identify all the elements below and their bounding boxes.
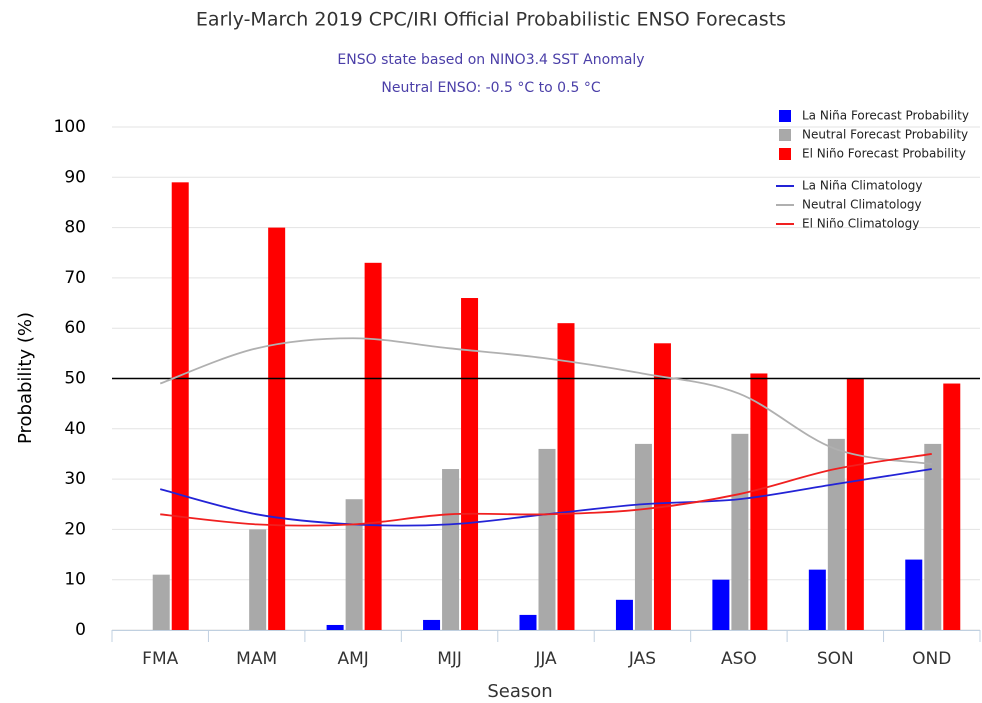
x-tick-label: SON (817, 649, 854, 669)
bar (461, 298, 479, 630)
bar (557, 323, 575, 630)
y-axis-title: Probability (%) (15, 312, 36, 444)
chart-title: Early-March 2019 CPC/IRI Official Probab… (196, 9, 786, 31)
x-tick-label: AMJ (337, 649, 368, 669)
y-tick-label: 0 (75, 620, 86, 640)
x-axis-title: Season (487, 681, 552, 702)
x-tick-label: ASO (721, 649, 757, 669)
legend-swatch (779, 129, 791, 141)
y-tick-label: 30 (64, 469, 86, 489)
bar (364, 262, 382, 630)
x-tick-label: OND (912, 649, 951, 669)
subtitle: ENSO state based on NINO3.4 SST Anomaly (337, 52, 644, 68)
bar (423, 619, 441, 630)
y-tick-label: 10 (64, 570, 86, 590)
bar (326, 624, 344, 630)
y-tick-label: 50 (64, 369, 86, 389)
bar (615, 599, 633, 630)
bar (827, 438, 845, 630)
legend-label: La Niña Forecast Probability (802, 109, 969, 123)
bar (808, 569, 826, 630)
legend-swatch (779, 110, 791, 122)
bar (731, 433, 749, 630)
x-tick-label: JJA (534, 649, 557, 669)
bar (750, 373, 768, 630)
y-tick-label: 80 (64, 218, 86, 238)
bar (345, 499, 363, 630)
bar (171, 182, 189, 630)
climatology-line (159, 337, 932, 465)
bar (943, 383, 961, 630)
x-tick-label: MJJ (437, 649, 462, 669)
bar (519, 614, 537, 630)
legend-label: El Niño Forecast Probability (802, 147, 966, 161)
y-tick-label: 100 (54, 117, 86, 137)
subtitle: Neutral ENSO: -0.5 °C to 0.5 °C (381, 80, 600, 96)
bar (846, 378, 864, 630)
x-tick-label: MAM (236, 649, 277, 669)
legend-label: Neutral Climatology (802, 198, 922, 212)
x-tick-label: JAS (628, 649, 656, 669)
bar (442, 469, 460, 630)
legend-swatch (779, 148, 791, 160)
legend-label: Neutral Forecast Probability (802, 128, 968, 142)
bar (634, 443, 652, 630)
y-tick-label: 90 (64, 167, 86, 187)
bar (924, 443, 942, 630)
bar (152, 574, 170, 630)
bar (538, 448, 556, 630)
bar (653, 343, 671, 630)
y-tick-label: 20 (64, 519, 86, 539)
bar (905, 559, 923, 630)
climatology-line (160, 453, 932, 527)
bar (249, 529, 267, 630)
x-tick-label: FMA (142, 649, 178, 669)
bar (268, 227, 286, 630)
legend-label: La Niña Climatology (802, 179, 922, 193)
y-tick-label: 60 (64, 318, 86, 338)
legend-label: El Niño Climatology (802, 217, 919, 231)
bar (712, 579, 730, 630)
y-tick-label: 70 (64, 268, 86, 288)
y-tick-label: 40 (64, 419, 86, 439)
